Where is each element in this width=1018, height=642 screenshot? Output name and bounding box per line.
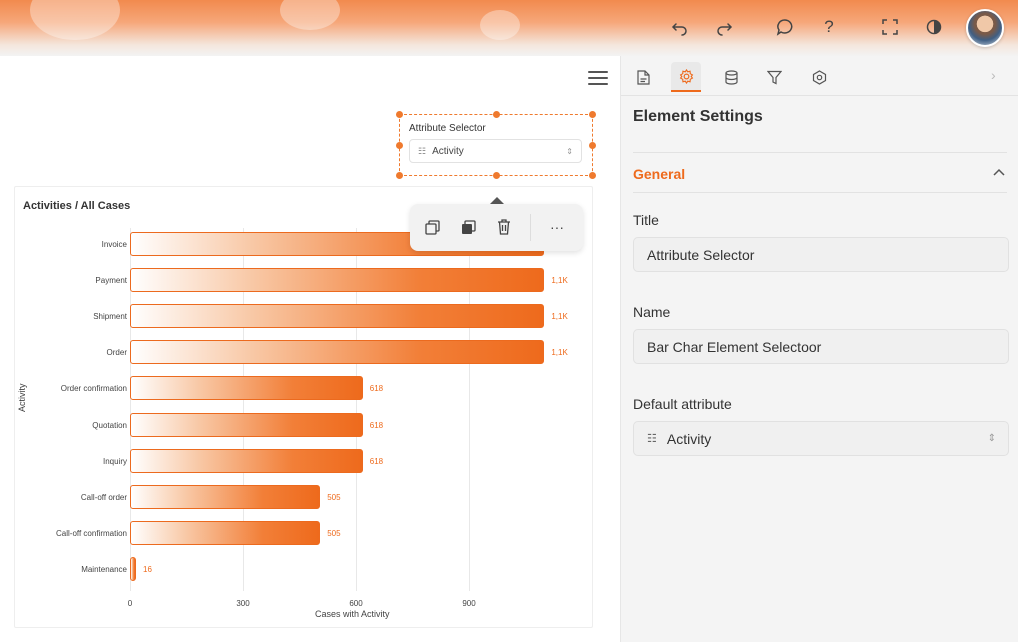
bar-value-label: 1,1K bbox=[551, 312, 568, 322]
bar[interactable] bbox=[130, 268, 545, 293]
divider bbox=[633, 192, 1007, 193]
background-glow bbox=[280, 0, 340, 30]
settings-tab-icon[interactable] bbox=[671, 62, 701, 92]
bar-value-label: 505 bbox=[327, 492, 341, 502]
bar[interactable] bbox=[130, 520, 321, 545]
user-avatar[interactable] bbox=[966, 9, 1004, 47]
category-label: Call-off confirmation bbox=[56, 528, 127, 538]
attribute-selector-widget[interactable]: Attribute Selector ☷ Activity ⇕ bbox=[396, 111, 596, 179]
bar-chart-card[interactable]: Activities / All Cases Activity Cases wi… bbox=[14, 186, 593, 628]
bar[interactable] bbox=[130, 556, 137, 581]
default-attribute-value: Activity bbox=[666, 430, 712, 447]
category-label: Shipment bbox=[93, 312, 127, 322]
toolbar-divider bbox=[530, 214, 531, 241]
bar-value-label: 618 bbox=[369, 420, 384, 430]
bar[interactable] bbox=[130, 376, 363, 401]
divider bbox=[633, 152, 1007, 153]
category-label: Order confirmation bbox=[60, 384, 127, 394]
background-glow bbox=[480, 10, 520, 40]
x-tick-label: 0 bbox=[127, 599, 133, 608]
document-tab-icon[interactable] bbox=[628, 62, 658, 92]
resize-handle[interactable] bbox=[493, 172, 500, 179]
chevron-up-icon[interactable] bbox=[993, 165, 1005, 179]
title-field[interactable]: Attribute Selector bbox=[633, 237, 1009, 272]
chart-title: Activities / All Cases bbox=[23, 200, 131, 212]
resize-handle[interactable] bbox=[493, 111, 500, 118]
top-bar: ? bbox=[0, 0, 1018, 56]
title-field-label: Title bbox=[633, 212, 659, 228]
panel-title: Element Settings bbox=[633, 108, 763, 125]
name-field-value: Bar Char Element Selectoor bbox=[647, 338, 822, 355]
settings-panel: › Element Settings General Title Attribu… bbox=[620, 56, 1018, 642]
chevron-right-icon[interactable]: › bbox=[991, 67, 996, 83]
default-attribute-label: Default attribute bbox=[633, 396, 732, 412]
bar[interactable] bbox=[130, 448, 363, 473]
toolbar-pointer bbox=[490, 197, 504, 204]
comment-icon[interactable] bbox=[772, 14, 798, 40]
more-options-icon[interactable]: ··· bbox=[550, 219, 564, 235]
hamburger-menu-icon[interactable] bbox=[588, 71, 608, 87]
style-tab-icon[interactable] bbox=[804, 62, 834, 92]
background-glow bbox=[30, 0, 120, 40]
category-label: Order bbox=[106, 348, 127, 358]
name-field[interactable]: Bar Char Element Selectoor bbox=[633, 329, 1009, 364]
attribute-list-icon: ☷ bbox=[647, 433, 657, 445]
fullscreen-icon[interactable] bbox=[877, 14, 903, 40]
theme-icon[interactable] bbox=[921, 14, 947, 40]
bar[interactable] bbox=[130, 484, 321, 509]
bar[interactable] bbox=[130, 304, 545, 329]
grid-line bbox=[130, 228, 131, 591]
resize-handle[interactable] bbox=[589, 111, 596, 118]
attribute-select-value: Activity bbox=[432, 145, 464, 157]
bar[interactable] bbox=[130, 340, 545, 365]
bar-value-label: 618 bbox=[369, 456, 384, 466]
category-label: Maintenance bbox=[81, 564, 127, 574]
delete-icon[interactable] bbox=[494, 217, 514, 237]
attribute-select[interactable]: ☷ Activity ⇕ bbox=[409, 139, 582, 163]
grid-line bbox=[243, 228, 244, 591]
name-field-label: Name bbox=[633, 304, 671, 320]
x-tick-label: 300 bbox=[236, 599, 250, 608]
grid-line bbox=[469, 228, 470, 591]
category-label: Invoice bbox=[101, 240, 127, 249]
category-label: Call-off order bbox=[80, 492, 127, 502]
category-label: Quotation bbox=[92, 420, 127, 430]
category-label: Payment bbox=[95, 276, 127, 286]
bar-value-label: 1,1K bbox=[551, 276, 568, 286]
bar-value-label: 1,1K bbox=[551, 348, 568, 358]
category-label: Inquiry bbox=[102, 456, 127, 466]
resize-handle[interactable] bbox=[396, 142, 403, 149]
default-attribute-select[interactable]: ☷ Activity ⇕ bbox=[633, 421, 1009, 456]
resize-handle[interactable] bbox=[396, 172, 403, 179]
attribute-selector-title: Attribute Selector bbox=[409, 123, 486, 134]
resize-handle[interactable] bbox=[589, 172, 596, 179]
bar-value-label: 618 bbox=[369, 384, 384, 394]
database-tab-icon[interactable] bbox=[716, 62, 746, 92]
undo-icon[interactable] bbox=[667, 14, 693, 40]
help-icon[interactable]: ? bbox=[824, 17, 834, 36]
grid-line bbox=[356, 228, 357, 591]
bar-value-label: 16 bbox=[143, 564, 152, 574]
select-chevron-icon: ⇕ bbox=[987, 433, 996, 444]
canvas-area: Attribute Selector ☷ Activity ⇕ Activiti… bbox=[0, 56, 620, 642]
bar[interactable] bbox=[130, 412, 363, 437]
duplicate-icon[interactable] bbox=[458, 217, 478, 237]
resize-handle[interactable] bbox=[589, 142, 596, 149]
title-field-value: Attribute Selector bbox=[647, 246, 755, 263]
resize-handle[interactable] bbox=[396, 111, 403, 118]
section-general-title[interactable]: General bbox=[633, 166, 686, 182]
panel-tabs: › bbox=[621, 56, 1018, 96]
filter-tab-icon[interactable] bbox=[759, 62, 789, 92]
copy-icon[interactable] bbox=[422, 217, 442, 237]
redo-icon[interactable] bbox=[711, 14, 737, 40]
attribute-list-icon: ☷ bbox=[418, 145, 427, 156]
x-tick-label: 600 bbox=[349, 599, 363, 608]
x-tick-label: 900 bbox=[462, 599, 476, 608]
select-chevron-icon: ⇕ bbox=[566, 146, 573, 156]
element-floating-toolbar: ··· bbox=[410, 197, 583, 251]
bar-value-label: 505 bbox=[327, 528, 341, 538]
chart-x-axis-label: Cases with Activity bbox=[315, 609, 390, 619]
